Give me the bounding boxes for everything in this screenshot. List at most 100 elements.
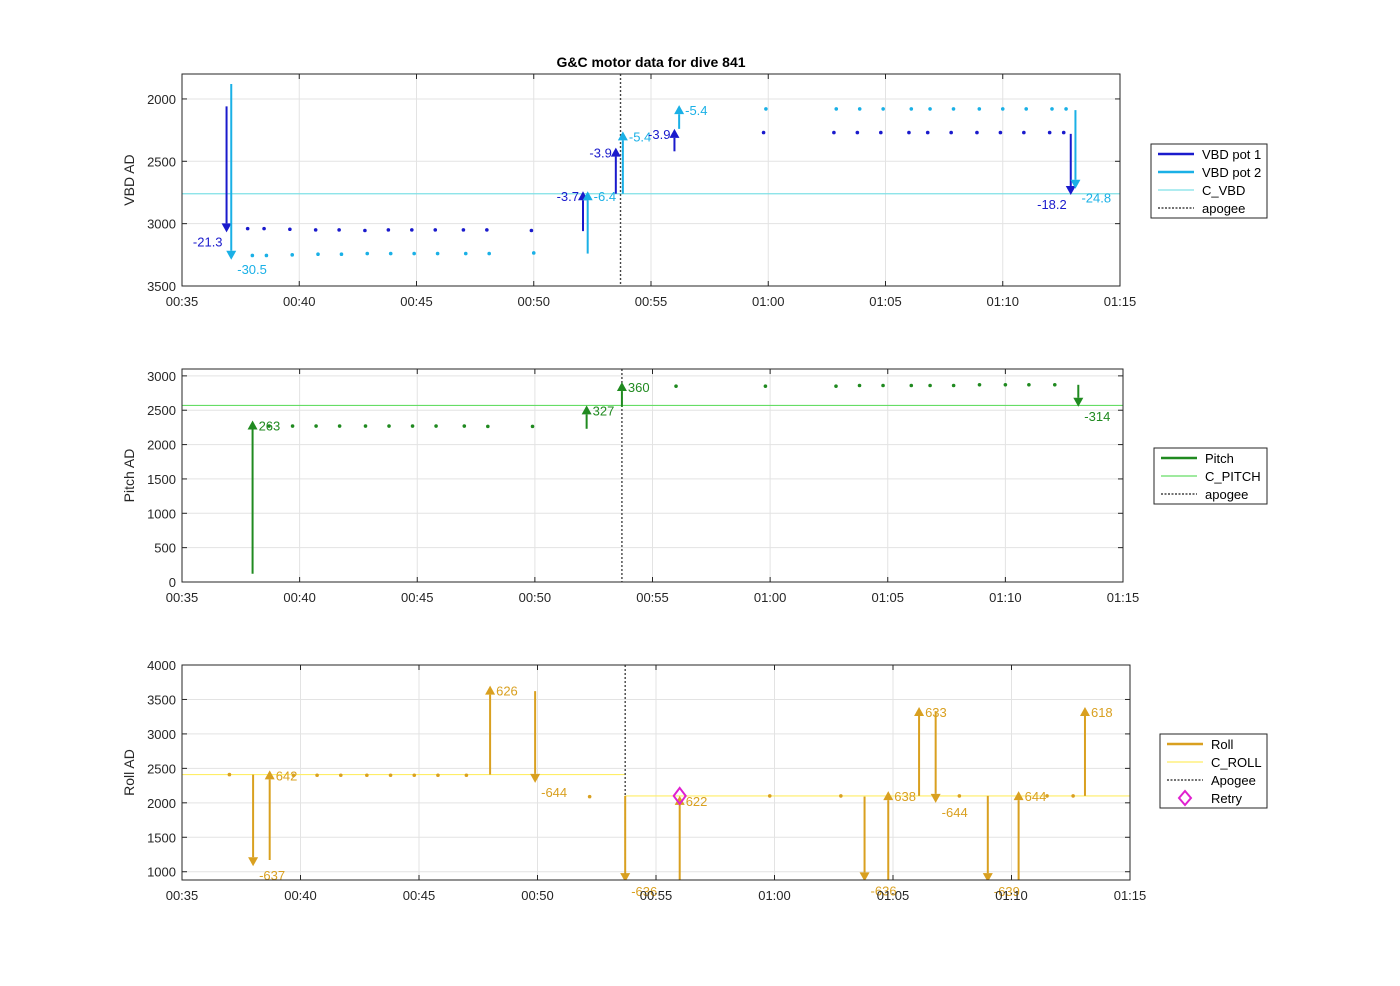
vbd-ad-arrow-head bbox=[1070, 179, 1081, 189]
vbd-ad-arrow-head bbox=[610, 147, 621, 157]
pitch-ad-data-point bbox=[410, 424, 415, 428]
roll-ad-y-tick-label: 1500 bbox=[147, 830, 176, 845]
pitch-ad-data-point bbox=[834, 384, 838, 388]
roll-ad-data-point bbox=[227, 772, 232, 777]
vbd-ad-legend-label: C_VBD bbox=[1202, 183, 1245, 198]
roll-ad-x-tick-label: 01:05 bbox=[877, 888, 910, 903]
roll-ad-data-point bbox=[291, 773, 296, 778]
pitch-ad-x-tick-label: 01:10 bbox=[989, 590, 1022, 605]
vbd-ad-data-point bbox=[951, 107, 956, 111]
roll-ad-x-tick-label: 00:35 bbox=[166, 888, 199, 903]
vbd-ad-x-tick-label: 01:05 bbox=[869, 294, 902, 309]
vbd-ad-arrow-head bbox=[617, 131, 628, 141]
roll-ad-data-point bbox=[767, 794, 772, 798]
vbd-ad-data-point bbox=[1047, 130, 1052, 135]
pitch-ad-x-tick-label: 00:40 bbox=[283, 590, 316, 605]
vbd-ad-data-point bbox=[461, 228, 466, 232]
roll-ad-data-point bbox=[365, 773, 369, 778]
vbd-ad-data-point bbox=[264, 253, 269, 258]
roll-ad-legend-label: Roll bbox=[1211, 737, 1234, 752]
vbd-ad-data-point bbox=[907, 130, 911, 135]
vbd-ad-data-point bbox=[363, 228, 367, 233]
pitch-ad-data-point bbox=[530, 424, 535, 429]
roll-ad-arrow-head bbox=[1079, 707, 1090, 717]
pitch-ad-data-point bbox=[462, 424, 467, 428]
pitch-ad-x-tick-label: 00:35 bbox=[166, 590, 199, 605]
roll-ad-arrow-head bbox=[248, 857, 259, 867]
vbd-ad-data-point bbox=[1050, 107, 1054, 111]
roll-ad-y-tick-label: 2000 bbox=[147, 796, 176, 811]
vbd-ad-arrow-label: -5.4 bbox=[629, 129, 651, 144]
vbd-ad-data-point bbox=[761, 130, 766, 135]
pitch-ad-y-tick-label: 2500 bbox=[147, 403, 176, 418]
roll-ad-data-point bbox=[338, 773, 343, 778]
vbd-panel: -21.3-30.5-3.7 -6.4-3.9-5.4-3.9-5.4-18.2-… bbox=[121, 73, 1268, 309]
pitch-ad-data-point bbox=[763, 384, 768, 388]
vbd-ad-x-tick-label: 00:50 bbox=[517, 294, 550, 309]
roll-ad-arrow-head bbox=[859, 872, 870, 880]
roll-ad-arrow-head bbox=[530, 773, 541, 783]
pitch-ad-x-tick-label: 00:50 bbox=[519, 590, 552, 605]
pitch-ad-y-tick-label: 3000 bbox=[147, 369, 176, 384]
roll-ad-data-point bbox=[1045, 794, 1049, 798]
vbd-ad-data-point bbox=[855, 130, 860, 135]
roll-ad-legend-label: C_ROLL bbox=[1211, 755, 1262, 770]
vbd-ad-y-tick-label: 2500 bbox=[147, 154, 176, 169]
pitch-ad-data-point bbox=[1027, 383, 1031, 387]
vbd-ad-legend-label: VBD pot 2 bbox=[1202, 165, 1261, 180]
vbd-ad-data-point bbox=[977, 107, 982, 111]
vbd-ad-data-point bbox=[998, 130, 1003, 135]
vbd-ad-x-tick-label: 01:15 bbox=[1104, 294, 1137, 309]
roll-ad-retry-marker bbox=[672, 786, 687, 806]
figure-title: G&C motor data for dive 841 bbox=[556, 54, 745, 70]
roll-ad-y-tick-label: 2500 bbox=[147, 761, 176, 776]
vbd-ad-x-tick-label: 00:55 bbox=[635, 294, 668, 309]
vbd-ad-arrow-head bbox=[226, 250, 237, 260]
pitch-ad-data-point bbox=[434, 424, 438, 428]
vbd-ad-y-tick-label: 3500 bbox=[147, 279, 176, 294]
pitch-ad-data-point bbox=[857, 383, 862, 388]
pitch-ad-data-point bbox=[909, 383, 914, 388]
roll-ad-arrow-label: 626 bbox=[496, 684, 518, 699]
pitch-ad-data-point bbox=[363, 424, 368, 428]
vbd-ad-y-tick-label: 2000 bbox=[147, 92, 176, 107]
vbd-ad-arrow-label: -3.9 bbox=[589, 146, 611, 161]
roll-ad-data-point bbox=[1071, 794, 1075, 798]
vbd-ad-arrow-label: -6.4 bbox=[594, 189, 616, 204]
pitch-ad-arrow-label: 263 bbox=[259, 419, 281, 434]
vbd-ad-data-point bbox=[412, 251, 416, 256]
roll-ad-arrow-label: 633 bbox=[925, 705, 947, 720]
pitch-ad-y-tick-label: 2000 bbox=[147, 438, 176, 453]
pitch-ad-data-point bbox=[674, 384, 678, 388]
vbd-ad-arrow-head bbox=[669, 128, 680, 138]
roll-ad-arrow-label: 618 bbox=[1091, 705, 1113, 720]
roll-ad-x-tick-label: 00:55 bbox=[640, 888, 673, 903]
roll-ad-data-point bbox=[315, 773, 319, 778]
vbd-ad-data-point bbox=[410, 228, 414, 232]
pitch-ad-y-tick-label: 1500 bbox=[147, 472, 176, 487]
vbd-ad-arrow-label: -24.8 bbox=[1081, 191, 1111, 206]
pitch-ad-data-point bbox=[314, 424, 318, 428]
pitch-ad-data-point bbox=[1052, 383, 1057, 387]
vbd-ad-arrow-head bbox=[582, 191, 593, 201]
vbd-ad-data-layer bbox=[182, 74, 1120, 286]
roll-ad-x-tick-label: 01:00 bbox=[758, 888, 791, 903]
roll-ad-data-layer bbox=[182, 665, 1130, 880]
vbd-ad-data-point bbox=[339, 252, 344, 256]
vbd-ad-data-point bbox=[290, 253, 295, 257]
vbd-ad-x-tick-label: 00:45 bbox=[400, 294, 433, 309]
pitch-ad-arrow-label: 327 bbox=[593, 403, 615, 418]
roll-ad-arrow-head bbox=[930, 793, 941, 803]
roll-panel: -637 642 626 -644 -636 622 -636 638 633 -644 -639 6… bbox=[121, 658, 1268, 903]
roll-ad-arrow-head bbox=[883, 791, 894, 801]
pitch-ad-legend-label: apogee bbox=[1205, 487, 1248, 502]
vbd-ad-y-axis-label: VBD AD bbox=[121, 154, 137, 205]
roll-ad-arrow-head bbox=[485, 685, 496, 695]
roll-ad-arrow-label: -639 bbox=[994, 884, 1020, 899]
pitch-ad-data-point bbox=[387, 424, 391, 428]
vbd-ad-data-point bbox=[250, 253, 255, 258]
vbd-ad-arrow-head bbox=[674, 105, 685, 115]
vbd-ad-data-point bbox=[949, 130, 953, 135]
roll-ad-x-tick-label: 01:10 bbox=[995, 888, 1028, 903]
